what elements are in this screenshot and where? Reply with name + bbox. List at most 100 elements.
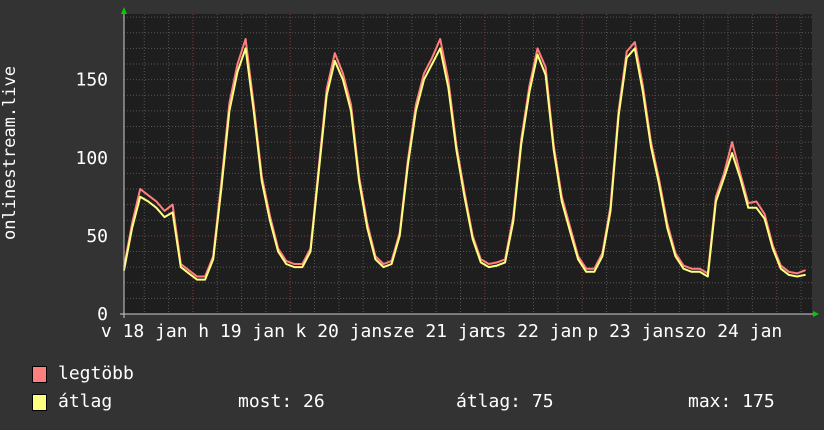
data-point <box>269 219 271 222</box>
legend-swatch-atlag <box>32 394 47 411</box>
data-point <box>455 149 458 151</box>
legend-label-legtobb: legtöbb <box>58 363 134 384</box>
data-point <box>350 103 352 106</box>
data-point <box>188 272 190 275</box>
data-point <box>382 266 385 268</box>
data-point <box>415 110 417 112</box>
x-tick-label: k 20 jan <box>296 321 383 342</box>
data-point <box>471 238 474 240</box>
data-point <box>358 180 360 182</box>
data-point <box>139 188 142 190</box>
data-point <box>439 47 442 50</box>
data-point <box>796 275 798 278</box>
series-atlag <box>123 47 806 281</box>
data-point <box>788 271 790 273</box>
legend-label-atlag: átlag <box>58 391 113 412</box>
data-point <box>650 146 652 148</box>
data-point <box>666 227 669 229</box>
data-point <box>171 211 174 214</box>
data-point <box>585 267 587 270</box>
data-point <box>755 206 758 209</box>
data-point <box>204 278 206 281</box>
data-point <box>731 141 733 143</box>
data-point <box>390 263 393 265</box>
data-point <box>747 206 750 209</box>
data-point <box>155 206 158 209</box>
data-point <box>544 74 547 76</box>
data-point <box>431 63 433 65</box>
data-point <box>236 63 239 65</box>
data-point <box>698 267 701 270</box>
data-point <box>163 216 166 218</box>
data-point <box>577 258 579 261</box>
data-point <box>504 261 506 264</box>
x-tick-label: szo 24 jan <box>674 321 782 342</box>
data-point <box>423 78 425 81</box>
data-point <box>731 152 733 154</box>
data-point <box>771 247 774 250</box>
x-tick-label: cs 22 jan <box>485 321 583 342</box>
data-point <box>763 213 766 215</box>
data-point <box>342 72 344 75</box>
data-point <box>488 263 490 265</box>
data-point <box>528 91 531 93</box>
data-point <box>625 50 628 53</box>
data-point <box>179 266 182 268</box>
data-point <box>228 110 231 112</box>
data-point <box>617 114 620 117</box>
data-point <box>690 271 693 273</box>
data-point <box>804 274 806 276</box>
x-tick-label: h 19 jan <box>198 321 285 342</box>
stat-max: max: 175 <box>688 391 775 412</box>
data-point <box>406 164 409 167</box>
y-tick-label: 100 <box>75 148 108 169</box>
data-point <box>285 260 287 262</box>
data-point <box>569 230 571 232</box>
x-axis-arrow-icon <box>813 311 819 317</box>
data-point <box>561 200 563 203</box>
stat-current: most: 26 <box>238 391 325 412</box>
data-point <box>634 41 636 43</box>
data-point <box>585 271 587 273</box>
x-tick-label: sze 21 jan <box>382 321 490 342</box>
data-point <box>163 210 166 212</box>
data-point <box>220 188 223 190</box>
data-point <box>398 235 401 237</box>
data-point <box>366 227 369 229</box>
data-point <box>544 66 547 68</box>
data-point <box>147 200 150 203</box>
data-point <box>196 275 198 278</box>
data-point <box>682 264 685 267</box>
data-point <box>609 210 612 212</box>
data-point <box>698 271 701 273</box>
data-point <box>496 261 498 264</box>
data-point <box>147 194 150 197</box>
data-point <box>334 52 336 54</box>
data-point <box>301 266 304 268</box>
data-point <box>228 102 231 104</box>
data-point <box>439 38 442 40</box>
data-point <box>139 196 142 198</box>
y-tick-labels: 0 50 100 150 <box>75 70 108 325</box>
data-point <box>447 86 450 89</box>
data-point <box>682 267 685 270</box>
data-point <box>536 53 539 56</box>
legend-swatch-legtobb <box>32 366 47 383</box>
stat-average: átlag: 75 <box>456 391 554 412</box>
data-point <box>334 60 336 62</box>
data-point <box>423 72 425 75</box>
data-point <box>244 38 247 40</box>
data-point <box>285 263 287 265</box>
data-point <box>252 110 255 112</box>
data-point <box>309 250 312 253</box>
y-tick-label: 50 <box>86 226 108 247</box>
data-point <box>755 200 758 203</box>
data-point <box>463 196 466 198</box>
data-point <box>236 71 239 73</box>
data-point <box>382 263 385 265</box>
data-point <box>536 47 539 50</box>
data-point <box>625 56 628 59</box>
data-point <box>779 267 782 270</box>
